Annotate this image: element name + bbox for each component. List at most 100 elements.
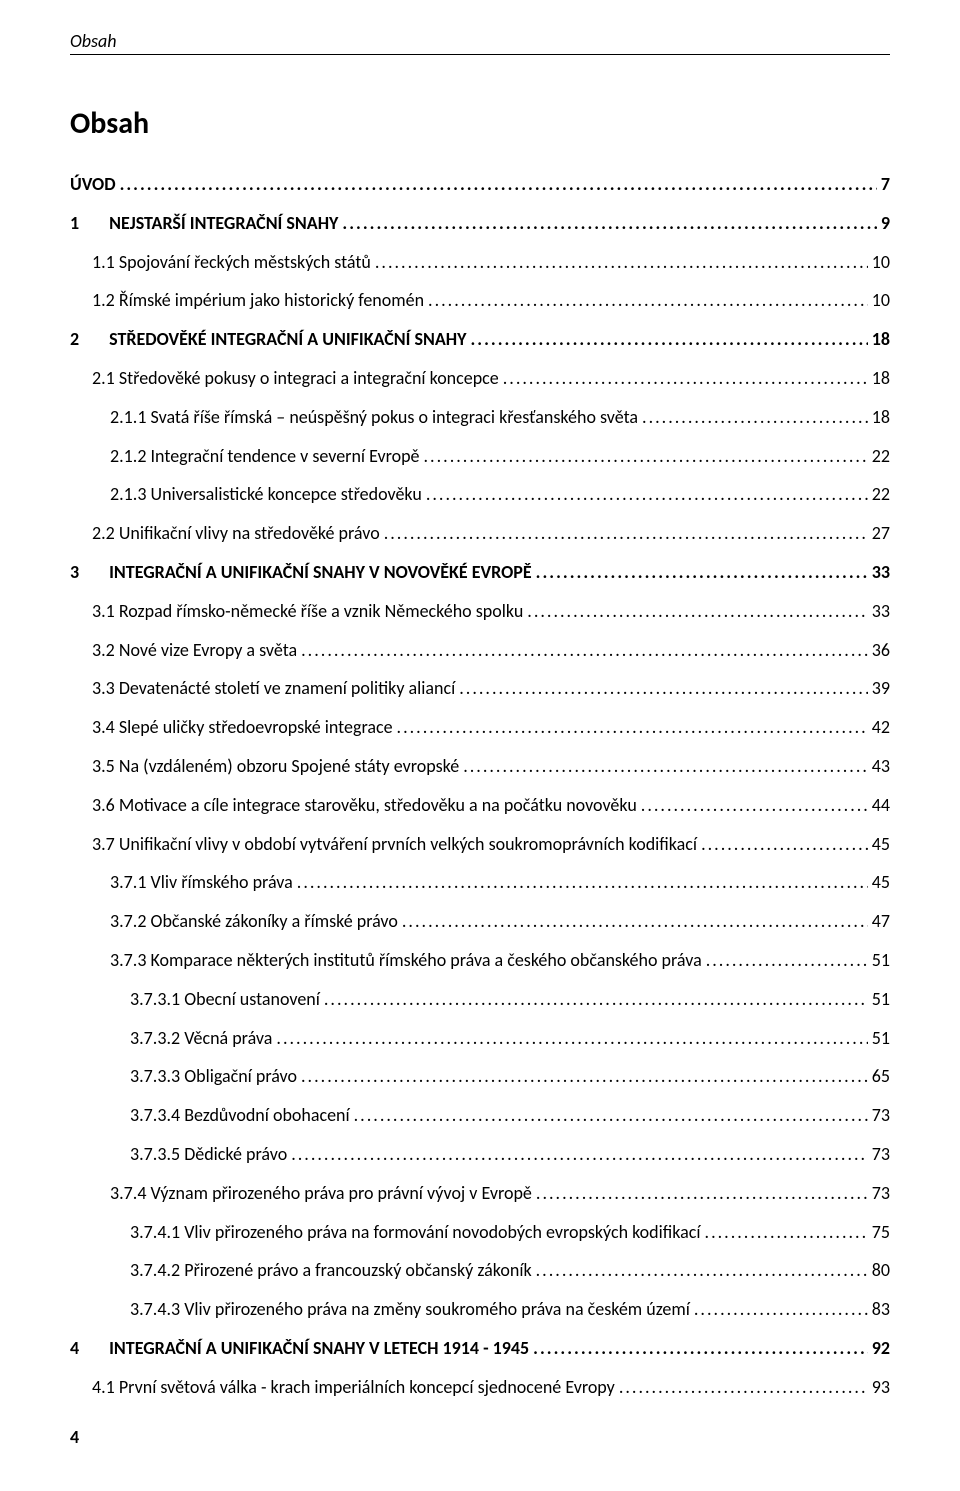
toc-entry: 3.6 Motivace a cíle integrace starověku,…: [70, 791, 890, 820]
toc-entry-page: 83: [872, 1295, 890, 1324]
toc-leader: [120, 170, 877, 199]
toc-entry-page: 51: [872, 1024, 890, 1053]
toc-entry: 3.3 Devatenácté století ve znamení polit…: [70, 674, 890, 703]
toc-entry: 2.1 Středověké pokusy o integraci a inte…: [70, 364, 890, 393]
toc-entry-label: 3.7.2 Občanské zákoníky a římské právo: [110, 907, 398, 936]
toc-leader: [342, 209, 876, 238]
running-header-text: Obsah: [70, 30, 116, 52]
toc-leader: [384, 519, 868, 548]
toc-entry-label: 2STŘEDOVĚKÉ INTEGRAČNÍ A UNIFIKAČNÍ SNAH…: [70, 325, 466, 354]
toc-entry-page: 45: [872, 868, 890, 897]
toc-entry-label: 3INTEGRAČNÍ A UNIFIKAČNÍ SNAHY V NOVOVĚK…: [70, 558, 532, 587]
toc-entry-page: 9: [881, 209, 890, 238]
toc-entry: 1NEJSTARŠÍ INTEGRAČNÍ SNAHY 9: [70, 209, 890, 238]
toc-entry-page: 10: [872, 248, 890, 277]
toc-entry-label: 4.1 První světová válka - krach imperiál…: [92, 1373, 615, 1402]
toc-entry: 3.7.2 Občanské zákoníky a římské právo 4…: [70, 907, 890, 936]
toc-leader: [354, 1101, 868, 1130]
toc-entry-page: 47: [872, 907, 890, 936]
toc-leader: [536, 1256, 868, 1285]
toc-entry-label: 2.2 Unifikační vlivy na středověké právo: [92, 519, 380, 548]
toc-entry-label: 3.2 Nové vize Evropy a světa: [92, 636, 297, 665]
toc-leader: [470, 325, 867, 354]
toc-entry-page: 43: [872, 752, 890, 781]
toc-entry: 2.1.3 Universalistické koncepce středově…: [70, 480, 890, 509]
toc-leader: [694, 1295, 868, 1324]
toc-leader: [297, 868, 868, 897]
toc-entry-label: 3.7.4.1 Vliv přirozeného práva na formov…: [130, 1218, 701, 1247]
toc-entry: 3.4 Slepé uličky středoevropské integrac…: [70, 713, 890, 742]
toc-leader: [641, 791, 868, 820]
toc-entry-label: 1.2 Římské impérium jako historický feno…: [92, 286, 424, 315]
toc-entry-label: 2.1.2 Integrační tendence v severní Evro…: [110, 442, 420, 471]
toc-entry: 3.5 Na (vzdáleném) obzoru Spojené státy …: [70, 752, 890, 781]
toc-entry-page: 39: [872, 674, 890, 703]
toc-leader: [397, 713, 868, 742]
toc-entry: 3.7.4.3 Vliv přirozeného práva na změny …: [70, 1295, 890, 1324]
toc-entry-page: 73: [872, 1140, 890, 1169]
toc-entry: 4INTEGRAČNÍ A UNIFIKAČNÍ SNAHY V LETECH …: [70, 1334, 890, 1363]
toc-leader: [527, 597, 867, 626]
toc-entry-label: 1NEJSTARŠÍ INTEGRAČNÍ SNAHY: [70, 209, 338, 238]
toc-entry-label: 3.7.3.5 Dědické právo: [130, 1140, 287, 1169]
toc-entry-page: 73: [872, 1179, 890, 1208]
toc-leader: [619, 1373, 868, 1402]
toc-entry-page: 51: [872, 985, 890, 1014]
toc-entry-page: 93: [872, 1373, 890, 1402]
toc-entry: 3.7.3.5 Dědické právo 73: [70, 1140, 890, 1169]
toc-entry-label: 3.7.4.2 Přirozené právo a francouzský ob…: [130, 1256, 532, 1285]
toc-leader: [536, 1179, 868, 1208]
toc-entry-label: 3.6 Motivace a cíle integrace starověku,…: [92, 791, 637, 820]
toc-entry-page: 42: [872, 713, 890, 742]
toc-entry-label: 3.7.3.4 Bezdůvodní obohacení: [130, 1101, 350, 1130]
toc-entry: 3INTEGRAČNÍ A UNIFIKAČNÍ SNAHY V NOVOVĚK…: [70, 558, 890, 587]
page-number: 4: [70, 1426, 890, 1448]
toc-entry-page: 33: [872, 597, 890, 626]
toc-entry: 1.2 Římské impérium jako historický feno…: [70, 286, 890, 315]
toc-entry-page: 22: [872, 442, 890, 471]
toc-entry-label: 2.1 Středověké pokusy o integraci a inte…: [92, 364, 499, 393]
toc-leader: [424, 442, 868, 471]
toc-entry: 3.7.4.2 Přirozené právo a francouzský ob…: [70, 1256, 890, 1285]
toc-entry-page: 75: [872, 1218, 890, 1247]
toc-entry: 3.1 Rozpad římsko-německé říše a vznik N…: [70, 597, 890, 626]
toc-entry-page: 92: [872, 1334, 890, 1363]
toc-entry-label: 3.5 Na (vzdáleném) obzoru Spojené státy …: [92, 752, 459, 781]
toc-entry: ÚVOD 7: [70, 170, 890, 199]
toc-leader: [459, 674, 868, 703]
toc-leader: [536, 558, 868, 587]
toc-entry-page: 44: [872, 791, 890, 820]
toc-entry: 3.7.1 Vliv římského práva 45: [70, 868, 890, 897]
toc-entry: 3.7 Unifikační vlivy v období vytváření …: [70, 830, 890, 859]
toc-entry-label: 3.4 Slepé uličky středoevropské integrac…: [92, 713, 393, 742]
toc-entry-page: 51: [872, 946, 890, 975]
toc-entry-label: 3.7.1 Vliv římského práva: [110, 868, 293, 897]
toc-entry: 1.1 Spojování řeckých městských států 10: [70, 248, 890, 277]
toc-leader: [291, 1140, 868, 1169]
toc-entry: 3.7.3.1 Obecní ustanovení 51: [70, 985, 890, 1014]
toc-entry-label: 3.7.3.1 Obecní ustanovení: [130, 985, 320, 1014]
toc-leader: [533, 1334, 868, 1363]
toc-leader: [503, 364, 868, 393]
toc-entry: 3.2 Nové vize Evropy a světa 36: [70, 636, 890, 665]
toc-entry: 3.7.3.2 Věcná práva 51: [70, 1024, 890, 1053]
toc-entry-page: 73: [872, 1101, 890, 1130]
toc-entry: 3.7.3 Komparace některých institutů říms…: [70, 946, 890, 975]
toc-entry-label: 3.7 Unifikační vlivy v období vytváření …: [92, 830, 697, 859]
toc-entry-page: 22: [872, 480, 890, 509]
toc-entry-page: 33: [872, 558, 890, 587]
toc-leader: [428, 286, 868, 315]
toc-leader: [301, 636, 868, 665]
toc-entry-label: 2.1.1 Svatá říše římská – neúspěšný poku…: [110, 403, 638, 432]
toc-entry-label: 3.7.3.3 Obligační právo: [130, 1062, 297, 1091]
page-title: Obsah: [70, 105, 890, 142]
toc-entry-page: 10: [872, 286, 890, 315]
toc-entry-label: 3.7.3.2 Věcná práva: [130, 1024, 272, 1053]
toc-leader: [701, 830, 868, 859]
toc-entry: 2.1.2 Integrační tendence v severní Evro…: [70, 442, 890, 471]
toc-entry: 4.1 První světová válka - krach imperiál…: [70, 1373, 890, 1402]
toc-entry-label: 3.1 Rozpad římsko-německé říše a vznik N…: [92, 597, 523, 626]
toc-entry-page: 36: [872, 636, 890, 665]
toc-entry: 3.7.4 Význam přirozeného práva pro právn…: [70, 1179, 890, 1208]
toc-leader: [642, 403, 868, 432]
